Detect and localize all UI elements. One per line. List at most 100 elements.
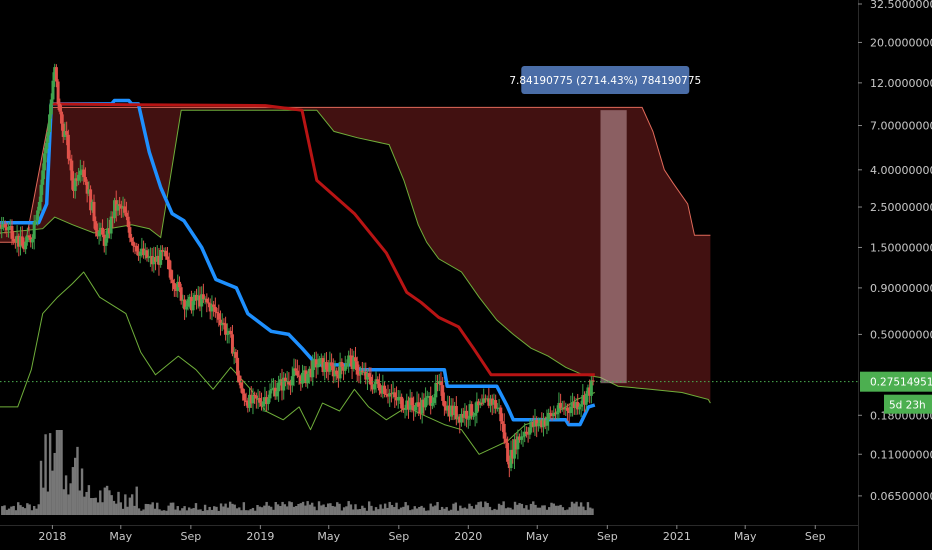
candle-body	[51, 80, 55, 100]
candle-body	[63, 131, 67, 137]
volume-bar	[317, 501, 321, 515]
candle-body	[543, 420, 547, 426]
candle-body	[533, 419, 537, 427]
candle-body	[359, 370, 363, 375]
volume-bar	[171, 502, 175, 515]
time-tick-label: Sep	[597, 530, 618, 543]
candle-body	[410, 397, 414, 406]
candle-body	[430, 402, 434, 406]
volume-bar	[192, 508, 195, 515]
candle-body	[364, 371, 368, 380]
candle-body	[186, 299, 190, 307]
candle-body	[500, 421, 504, 424]
candle-body	[458, 416, 462, 423]
ruler-label: 7.84190775 (2714.43%) 784190775	[509, 75, 701, 87]
candle-body	[229, 330, 233, 335]
volume-bar	[130, 494, 134, 515]
candle-body	[434, 382, 438, 398]
volume-bar	[158, 509, 161, 515]
candle-body	[268, 390, 272, 399]
volume-bar	[108, 490, 111, 515]
candle-body	[367, 373, 371, 377]
volume-bar	[397, 509, 401, 515]
candle-body	[85, 181, 89, 194]
candle-body	[588, 387, 592, 396]
candle-body	[60, 111, 64, 124]
volume-bar	[548, 507, 551, 515]
volume-bar	[358, 508, 362, 515]
time-tick-label: 2020	[454, 530, 482, 543]
volume-bar	[110, 495, 113, 515]
volume-bar	[491, 510, 494, 515]
volume-bar	[83, 496, 86, 515]
candle-body	[147, 257, 151, 259]
volume-bar	[586, 502, 590, 515]
candle-body	[160, 250, 164, 252]
candle-body	[280, 379, 284, 391]
candle-body	[260, 402, 264, 407]
candle-body	[562, 407, 566, 410]
candle-body	[53, 67, 57, 81]
volume-bar	[509, 507, 512, 515]
candle-body	[483, 398, 487, 400]
candle-body	[408, 397, 412, 410]
candle-body	[453, 406, 457, 416]
candle-body	[232, 352, 236, 354]
candle-body	[32, 222, 36, 239]
volume-bar	[557, 505, 560, 515]
candle-body	[318, 358, 322, 365]
price-tick-label: 32.50000000	[870, 0, 932, 11]
volume-bar	[422, 507, 426, 515]
candle-body	[29, 237, 33, 243]
ruler-highlight-band	[600, 110, 627, 384]
candle-body	[485, 398, 489, 400]
candle-body	[482, 398, 486, 403]
candle-body	[301, 372, 305, 384]
candle-body	[295, 370, 299, 376]
volume-bar	[399, 507, 403, 515]
candle-body	[540, 420, 544, 428]
current-price-badge	[860, 371, 932, 392]
candle-body	[155, 255, 159, 262]
candle-body	[220, 322, 224, 326]
candle-body	[7, 226, 11, 231]
volume-bar	[185, 510, 189, 515]
volume-bar	[267, 505, 271, 515]
candle-body	[213, 306, 217, 312]
candle-body	[302, 370, 306, 373]
candle-body	[99, 227, 103, 232]
volume-bar	[242, 502, 246, 515]
volume-bar	[92, 498, 95, 515]
volume-bar	[408, 510, 412, 515]
candle-body	[478, 402, 482, 406]
candle-body	[393, 392, 397, 398]
candle-body	[44, 142, 48, 154]
candle-body	[338, 362, 342, 379]
candle-body	[306, 373, 310, 384]
volume-bar	[235, 508, 239, 515]
price-tick-label: 20.00000000	[870, 36, 932, 49]
price-axis[interactable]: 32.50000000 20.00000000 12.00000000 7.00000…	[858, 0, 932, 550]
candle-body	[266, 398, 270, 405]
volume-bar	[536, 507, 540, 515]
candle-body	[78, 170, 82, 175]
candle-body	[119, 205, 123, 209]
candle-body	[0, 227, 4, 229]
series-base-line	[51, 102, 595, 377]
volume-bar	[584, 510, 587, 515]
candle-body	[39, 184, 43, 202]
candle-body	[287, 381, 291, 385]
volume-bar	[133, 505, 136, 515]
time-axis[interactable]: 2018 May Sep 2019 May Sep 2020 May Sep 2021 May Sep	[0, 525, 858, 543]
candle-body	[497, 407, 501, 409]
volume-bar	[165, 510, 168, 515]
volume-bar	[295, 506, 298, 515]
volume-bar	[240, 510, 243, 515]
candle-body	[307, 368, 311, 374]
volume-bar	[438, 509, 442, 515]
candle-body	[8, 226, 12, 228]
candle-body	[27, 235, 31, 238]
candle-body	[89, 189, 93, 211]
volume-bar	[254, 510, 257, 515]
